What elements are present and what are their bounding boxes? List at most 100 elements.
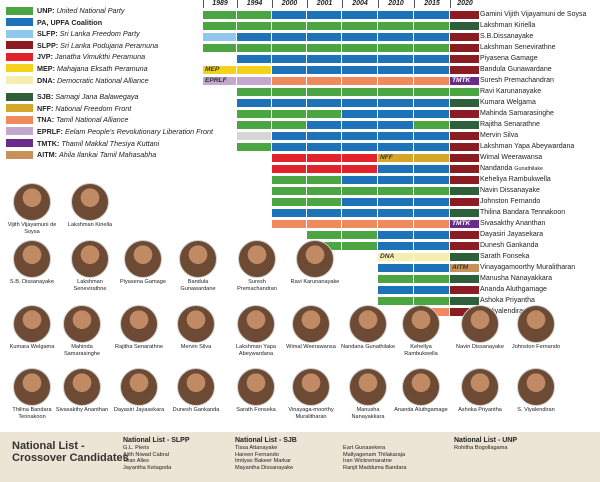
term-bar xyxy=(378,121,413,129)
member-name-text: Ashoka Priyantha xyxy=(480,297,535,304)
legend-party-name: Ahila Ilankai Tamil Mahasabha xyxy=(58,150,157,160)
mp-portrait: Nandana Gunathilake xyxy=(340,305,396,351)
portrait-photo xyxy=(296,240,334,278)
term-bar xyxy=(307,198,341,206)
legend-party-name: Tamil National Alliance xyxy=(56,115,129,125)
mp-portrait: Piyasena Gamage xyxy=(115,240,171,286)
term-bar xyxy=(414,165,449,173)
term-bar xyxy=(450,55,479,63)
term-bar xyxy=(378,176,413,184)
term-bar xyxy=(307,176,341,184)
member-name-text: Navin Dissanayake xyxy=(480,187,540,194)
portrait-photo xyxy=(292,305,330,343)
member-name: Nandanda Gunathilake xyxy=(480,164,543,174)
member-name: Suresh Premachandran xyxy=(480,76,554,86)
party-legend: UNP: United National Party PA, UPFA Coali… xyxy=(6,5,213,161)
year-header: 1989 xyxy=(212,0,228,7)
term-bar xyxy=(272,187,306,195)
year-header: 2015 xyxy=(424,0,440,7)
mp-portrait: Ashoka Priyantha xyxy=(452,368,508,414)
term-bar xyxy=(450,143,479,151)
term-bar xyxy=(272,198,306,206)
term-bar xyxy=(342,44,377,52)
term-bar: AITM xyxy=(450,264,479,272)
portrait-photo xyxy=(461,305,499,343)
portrait-caption: Sarath Fonseka xyxy=(236,407,276,413)
member-name-text: Gamini Vijith Vijayamuni de Soysa xyxy=(480,11,587,18)
legend-abbr: NFF: xyxy=(37,103,54,113)
portrait-caption: S. Viyalendiran xyxy=(517,407,555,413)
member-name: Lakshman Yapa Abeywardana xyxy=(480,142,574,152)
term-bar xyxy=(272,77,306,85)
portrait-photo xyxy=(402,368,440,406)
term-bar xyxy=(414,275,449,283)
term-bar xyxy=(414,220,449,228)
term-bar xyxy=(342,187,377,195)
term-bar xyxy=(342,198,377,206)
national-list-unp-heading: National List - UNP xyxy=(454,437,518,444)
portrait-caption: Lakshman Senevirathne xyxy=(73,279,107,292)
term-bar xyxy=(450,121,479,129)
term-bar xyxy=(378,231,413,239)
term-bar xyxy=(342,176,377,184)
year-divider xyxy=(378,0,379,8)
term-bar xyxy=(272,22,306,30)
legend-swatch xyxy=(6,115,33,124)
legend-swatch xyxy=(6,127,33,136)
national-list-name: Mallyagenam Thilakaraja xyxy=(343,451,406,458)
term-bar xyxy=(414,132,449,140)
portrait-photo xyxy=(13,240,51,278)
term-bar xyxy=(342,11,377,19)
term-bar xyxy=(237,44,271,52)
footer-title-line1: National List - xyxy=(12,440,85,452)
national-list-name: Tissa Attanayake xyxy=(235,445,278,451)
portrait-caption: Navin Dissanayake xyxy=(456,344,504,350)
term-bar xyxy=(342,165,377,173)
membership-timeline: 1989 1994 2000 2001 2004 2010 2015 2020 Gamini V… xyxy=(203,0,587,316)
term-bar xyxy=(450,286,479,294)
legend-party-name: Sri Lanka Freedom Party xyxy=(59,29,140,39)
term-bar xyxy=(414,11,449,19)
term-bar xyxy=(450,209,479,217)
mp-portrait: Johnston Fernando xyxy=(508,305,564,351)
member-name: S. Viyalendiran xyxy=(480,307,527,317)
year-divider xyxy=(272,0,273,8)
term-bar xyxy=(272,165,306,173)
term-bar xyxy=(307,110,341,118)
term-bar xyxy=(272,88,306,96)
member-name: Dayasiri Jayasekara xyxy=(480,230,543,240)
legend-abbr: DNA: xyxy=(37,75,55,85)
term-bar xyxy=(414,286,449,294)
member-name: Thilina Bandara Tennakoon xyxy=(480,208,565,218)
portrait-photo xyxy=(120,368,158,406)
legend-abbr: UNP: xyxy=(37,6,55,15)
term-bar xyxy=(378,165,413,173)
national-list-name: Ajith Niwad Cabral xyxy=(123,451,170,458)
portrait-photo xyxy=(13,183,51,221)
legend-item: JVP: Janatha Vimukthi Peramuna xyxy=(6,51,202,62)
term-bar xyxy=(414,297,449,305)
legend-party-name: Eelam People's Revolutionary Liberation … xyxy=(64,126,213,136)
term-bar xyxy=(414,66,449,74)
term-bar xyxy=(450,165,479,173)
national-list-sjb-heading: National List - SJB xyxy=(235,437,297,444)
member-name-text: Wimal Weerawansa xyxy=(480,154,543,161)
national-list-name: Hareen Fernando xyxy=(235,451,279,458)
portrait-photo xyxy=(71,240,109,278)
member-name: Dunesh Gankanda xyxy=(480,241,538,251)
member-name-text: Ravi Karunanayake xyxy=(480,88,542,95)
national-list-slpp-heading: National List - SLPP xyxy=(123,437,190,444)
member-name-text: Ananda Aluthgamage xyxy=(480,286,547,293)
legend-swatch xyxy=(6,18,33,27)
member-name-text: Nandanda xyxy=(480,165,513,172)
legend-abbr: MEP: xyxy=(37,63,55,73)
portrait-photo xyxy=(179,240,217,278)
term-bar xyxy=(450,154,479,162)
portrait-caption: Ravi Karunanayake xyxy=(290,279,340,285)
member-name: S.B.Dissanayake xyxy=(480,32,533,42)
member-name: Johnston Fernando xyxy=(480,197,540,207)
term-bar xyxy=(272,143,306,151)
term-bar xyxy=(378,66,413,74)
term-bar xyxy=(378,11,413,19)
term-bar xyxy=(272,121,306,129)
